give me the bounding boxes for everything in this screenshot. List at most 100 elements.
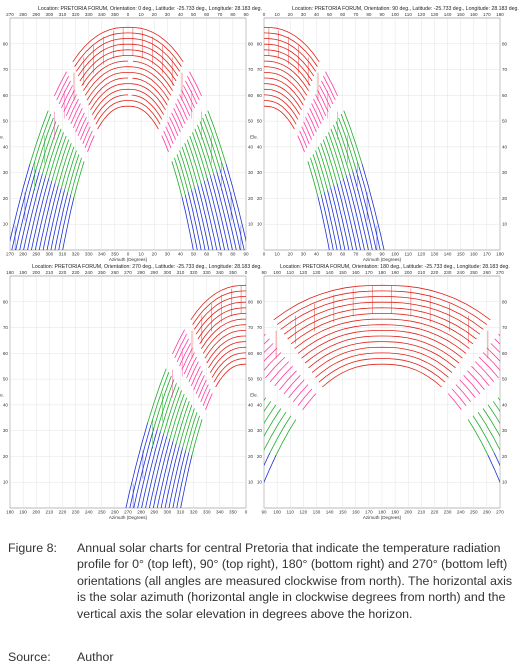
sun-path-blue [206, 178, 226, 250]
sun-path-pink [321, 80, 334, 105]
sun-path-red [215, 363, 246, 388]
sun-path-pink [87, 135, 95, 152]
sun-path-pink [163, 130, 172, 148]
tick-label-top: 80 [230, 12, 236, 17]
sun-path-red [264, 94, 299, 120]
sun-path-green [264, 404, 277, 425]
sun-path-pink [279, 370, 297, 391]
tick-label-bottom: 220 [431, 510, 439, 515]
tick-label-top: 260 [111, 270, 119, 275]
tick-label-top: 140 [326, 270, 334, 275]
tick-label-top: 320 [190, 270, 198, 275]
tick-label-bottom: 10 [139, 252, 145, 257]
tick-label-bottom: 110 [405, 252, 413, 257]
sun-path-green [61, 146, 75, 188]
sun-path-blue [346, 175, 365, 250]
tick-label-bottom: 20 [152, 252, 158, 257]
sun-path-pink [299, 130, 308, 148]
sun-path-green [184, 143, 199, 186]
sun-path-blue [176, 452, 190, 508]
tick-label-bottom: 190 [19, 510, 27, 515]
sun-path-green [175, 401, 190, 444]
sun-path-pink [167, 121, 176, 140]
sun-path-pink [190, 366, 201, 387]
sun-path-red [127, 49, 177, 82]
sun-path-red [264, 105, 295, 130]
tick-label-bottom: 120 [417, 252, 425, 257]
tick-label-top: 310 [177, 270, 185, 275]
sun-path-green [330, 128, 347, 177]
tick-label-top: 220 [431, 270, 439, 275]
sun-path-red [381, 296, 484, 330]
sun-path-green [179, 150, 192, 191]
tick-label-bottom: 310 [59, 252, 67, 257]
sun-path-pink [467, 370, 485, 391]
tick-label-bottom: 70 [353, 252, 359, 257]
sun-path-curves [264, 284, 500, 484]
tick-label-right: 80 [502, 299, 508, 304]
sun-path-red [192, 290, 246, 325]
sun-path-blue [38, 182, 56, 250]
sun-path-green [307, 161, 319, 198]
tick-label-bottom: 140 [326, 510, 334, 515]
sun-path-red [311, 346, 383, 373]
tick-label-bottom: 250 [98, 510, 106, 515]
tick-label-left: 50 [257, 377, 263, 382]
tick-label-top: 240 [457, 270, 465, 275]
sun-path-pink [307, 112, 317, 133]
sun-path-pink [56, 76, 69, 101]
panel-title-0: Location: PRETORIA FORUM, Orientation: 0… [38, 6, 262, 12]
sun-path-red [264, 66, 308, 96]
sun-path-blue [19, 171, 40, 250]
tick-label-top: 30 [301, 12, 307, 17]
sun-path-red [97, 105, 129, 130]
tick-label-top: 40 [314, 12, 320, 17]
tick-label-right: 30 [248, 170, 254, 175]
tick-label-top: 180 [6, 270, 14, 275]
sun-path-blue [330, 187, 346, 250]
tick-label-bottom: 180 [496, 252, 504, 257]
sun-path-red [264, 26, 320, 63]
sun-path-red [211, 352, 246, 378]
tick-label-top: 270 [6, 12, 14, 17]
tick-label-bottom: 270 [124, 510, 132, 515]
sun-path-green [163, 386, 180, 435]
sun-path-green [328, 132, 344, 179]
tick-label-top: 190 [19, 270, 27, 275]
sun-path-green [322, 139, 338, 184]
sun-path-pink [288, 379, 305, 399]
sun-path-green [29, 110, 49, 165]
tick-label-right: 70 [502, 67, 508, 72]
tick-label-bottom: 210 [45, 510, 53, 515]
tick-label-top: 280 [19, 12, 27, 17]
sun-path-pink [274, 365, 293, 387]
sun-path-blue [129, 424, 152, 508]
tick-label-left: 10 [257, 222, 263, 227]
sun-path-red [72, 26, 129, 63]
sun-path-pink [193, 370, 203, 391]
tick-label-bottom: 170 [483, 252, 491, 257]
sun-path-red [127, 32, 182, 67]
sun-path-red [208, 341, 246, 369]
sun-path-pink [68, 98, 79, 121]
tick-label-left: 70 [257, 325, 263, 330]
sun-path-red [127, 105, 159, 130]
sun-path-green [275, 419, 297, 456]
sun-path-blue [10, 164, 31, 243]
sun-path-pink [301, 126, 310, 144]
sun-path-pink [54, 71, 67, 97]
axis-label-y: Ele. [250, 135, 258, 140]
axis-label-y: Ele. [0, 393, 4, 398]
tick-label-top: 0 [127, 12, 130, 17]
sun-path-red [132, 77, 168, 106]
sun-path-pink [302, 393, 317, 411]
tick-label-top: 340 [216, 270, 224, 275]
sun-path-pink [183, 85, 195, 109]
sun-path-green [174, 157, 186, 195]
sun-path-pink [202, 388, 211, 406]
sun-path-blue [11, 166, 34, 250]
tick-label-bottom: 140 [444, 252, 452, 257]
sun-path-pink [188, 361, 199, 383]
tick-label-top: 320 [72, 12, 80, 17]
sun-path-blue [194, 187, 210, 250]
